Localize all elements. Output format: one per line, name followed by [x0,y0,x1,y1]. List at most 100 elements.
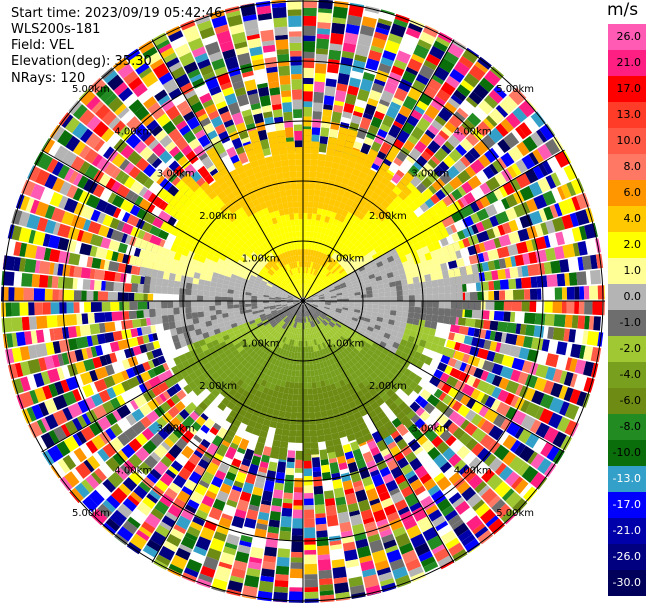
noise-gate [505,333,518,345]
noise-gate [80,267,91,279]
signal-gate [179,281,187,289]
noise-gate [109,397,121,410]
signal-gate [425,314,433,322]
noise-gate [27,358,42,374]
noise-gate [166,398,176,408]
signal-gate [365,218,374,227]
signal-gate [307,255,311,262]
noise-gate [226,499,238,508]
noise-gate [311,127,321,136]
noise-gate [531,238,538,251]
noise-gate [391,417,403,428]
signal-gate [324,216,331,223]
noise-gate [91,393,104,407]
noise-gate [278,65,290,76]
signal-gate [347,227,355,235]
noise-gate [246,89,258,96]
noise-gate [316,48,329,55]
noise-gate [121,380,131,392]
noise-gate [211,457,222,467]
signal-gate [304,279,307,286]
signal-gate [320,184,328,192]
noise-gate [91,100,105,114]
noise-gate [257,86,270,97]
noise-gate [47,482,65,501]
signal-gate [362,223,370,232]
noise-gate [408,164,420,176]
noise-gate [201,495,215,508]
signal-gate [438,293,445,301]
noise-gate [410,413,421,424]
noise-gate [24,258,37,273]
noise-gate [178,170,188,180]
noise-gate [406,155,416,164]
noise-gate [42,302,51,315]
signal-gate [316,208,323,215]
signal-gate [162,322,170,331]
signal-gate [321,178,329,186]
signal-gate [344,239,351,247]
noise-gate [91,154,103,167]
noise-gate [494,481,512,498]
signal-gate [461,275,469,285]
noise-gate [53,263,59,276]
noise-gate [89,268,96,279]
noise-gate [371,37,387,49]
noise-gate [348,77,361,88]
noise-gate [350,441,360,452]
signal-gate [312,283,317,289]
signal-gate [336,138,346,147]
noise-gate [109,509,127,527]
noise-gate [414,581,431,593]
signal-gate [203,285,211,292]
signal-gate [221,305,228,310]
signal-gate [309,288,314,294]
signal-gate [314,225,319,233]
signal-gate [323,166,332,174]
noise-gate [304,587,319,593]
signal-gate [325,154,334,163]
noise-gate [437,362,448,372]
signal-gate [303,165,311,172]
signal-gate [324,269,330,276]
noise-gate [127,356,139,368]
noise-gate [181,486,194,496]
signal-gate [303,183,310,190]
noise-gate [157,210,172,223]
signal-gate [332,270,339,276]
noise-gate [118,483,132,496]
noise-gate [151,385,162,397]
noise-gate [151,157,163,169]
noise-gate [33,288,45,301]
noise-gate [495,123,509,137]
noise-gate [116,252,124,263]
noise-gate [407,58,423,72]
noise-gate [445,537,460,550]
noise-gate [555,231,565,246]
noise-gate [419,423,430,434]
noise-gate [497,269,507,280]
signal-gate [293,388,299,395]
noise-gate [91,257,102,269]
noise-gate [475,121,492,137]
signal-gate [227,297,234,301]
noise-gate [364,103,377,116]
noise-gate [452,496,465,509]
signal-gate [329,237,335,244]
noise-gate [147,368,157,379]
noise-gate [376,460,388,471]
signal-gate [424,320,432,328]
signal-gate [209,291,216,297]
signal-gate [320,410,328,418]
noise-gate [266,71,279,83]
signal-gate [209,305,216,311]
noise-gate [561,287,568,300]
noise-gate [446,422,459,435]
noise-gate [583,361,595,377]
noise-gate [186,526,201,538]
noise-gate [137,229,146,240]
noise-gate [179,124,191,136]
signal-gate [365,154,376,164]
signal-gate [149,308,156,318]
signal-gate [329,250,335,258]
